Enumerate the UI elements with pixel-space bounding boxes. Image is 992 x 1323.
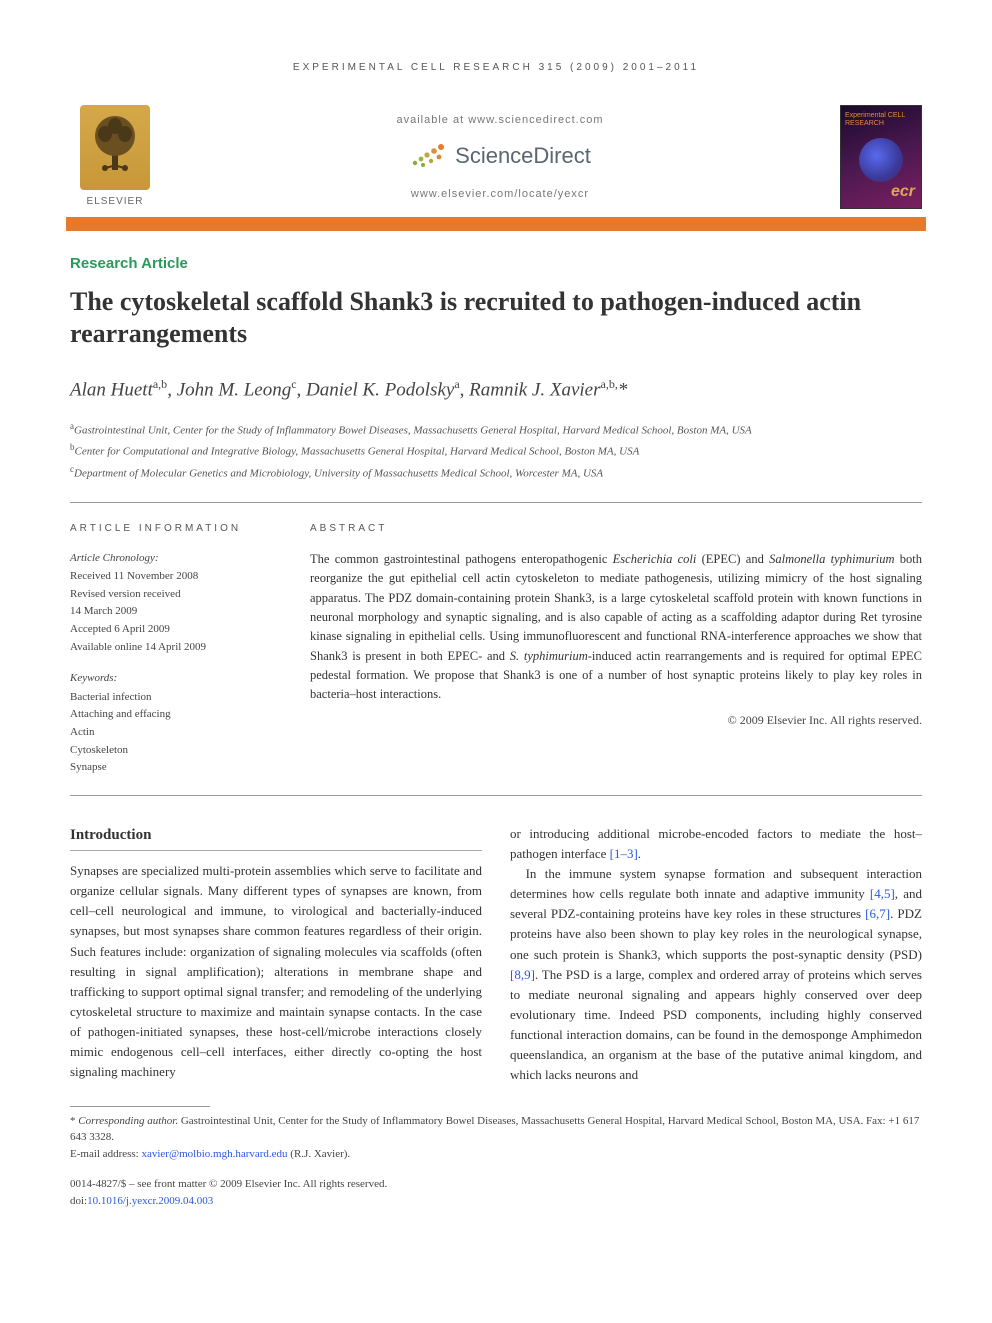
keyword-item: Synapse [70,759,280,777]
abstract-copyright: © 2009 Elsevier Inc. All rights reserved… [310,711,922,729]
ref-link[interactable]: [6,7] [865,906,890,921]
ref-link[interactable]: [1–3] [610,846,638,861]
abstract: ABSTRACT The common gastrointestinal pat… [310,521,922,777]
email-attribution: (R.J. Xavier). [288,1148,351,1160]
sciencedirect-text: ScienceDirect [455,139,591,172]
doi-line: doi:10.1016/j.yexcr.2009.04.003 [70,1193,922,1210]
available-at-text: available at www.sciencedirect.com [160,112,840,129]
keywords-label: Keywords: [70,670,280,687]
chronology-item: 14 March 2009 [70,603,280,621]
affiliations: aGastrointestinal Unit, Center for the S… [70,420,922,481]
corresponding-author-note: * Corresponding author. Gastrointestinal… [70,1113,922,1146]
keyword-item: Attaching and effacing [70,706,280,724]
section-heading-introduction: Introduction [70,824,482,851]
body-paragraph: In the immune system synapse formation a… [510,864,922,1086]
elsevier-tree-icon [80,105,150,190]
affiliation-line: aGastrointestinal Unit, Center for the S… [70,420,922,439]
chronology-label: Article Chronology: [70,550,280,567]
issn-line: 0014-4827/$ – see front matter © 2009 El… [70,1176,922,1193]
footnotes: * Corresponding author. Gastrointestinal… [70,1113,922,1163]
abstract-heading: ABSTRACT [310,521,922,536]
authors-line: Alan Huetta,b, John M. Leongc, Daniel K.… [70,375,922,405]
keyword-item: Cytoskeleton [70,742,280,760]
accent-bar [66,217,926,231]
body-paragraph: or introducing additional microbe-encode… [510,824,922,864]
cover-badge: ecr [891,180,915,204]
article-information: ARTICLE INFORMATION Article Chronology: … [70,521,280,777]
ref-link[interactable]: [4,5] [870,886,895,901]
bottom-info: 0014-4827/$ – see front matter © 2009 El… [70,1176,922,1209]
masthead: ELSEVIER available at www.sciencedirect.… [70,105,922,209]
chronology-item: Revised version received [70,586,280,604]
doi-label: doi: [70,1195,87,1207]
header-center: available at www.sciencedirect.com Scien… [160,112,840,202]
chronology-item: Available online 14 April 2009 [70,639,280,657]
running-header: EXPERIMENTAL CELL RESEARCH 315 (2009) 20… [70,60,922,75]
doi-link[interactable]: 10.1016/j.yexcr.2009.04.003 [87,1195,213,1207]
article-info-heading: ARTICLE INFORMATION [70,521,280,536]
body-col-left: Introduction Synapses are specialized mu… [70,824,482,1086]
journal-cover-thumbnail: Experimental CELL RESEARCH ecr [840,105,922,209]
email-line: E-mail address: xavier@molbio.mgh.harvar… [70,1146,922,1163]
sciencedirect-icon [409,141,449,169]
keywords-list: Bacterial infectionAttaching and effacin… [70,689,280,777]
keyword-item: Bacterial infection [70,689,280,707]
affiliation-line: cDepartment of Molecular Genetics and Mi… [70,463,922,482]
publisher-name: ELSEVIER [70,194,160,209]
keyword-item: Actin [70,724,280,742]
body-col-right: or introducing additional microbe-encode… [510,824,922,1086]
cover-graphic [859,138,903,182]
ref-link[interactable]: [8,9] [510,967,535,982]
cover-title: Experimental CELL RESEARCH [845,112,921,127]
email-link[interactable]: xavier@molbio.mgh.harvard.edu [141,1148,287,1160]
journal-url: www.elsevier.com/locate/yexcr [160,186,840,203]
publisher-logo: ELSEVIER [70,105,160,209]
chronology-item: Accepted 6 April 2009 [70,621,280,639]
body-columns: Introduction Synapses are specialized mu… [70,824,922,1086]
email-label: E-mail address: [70,1148,141,1160]
info-abstract-row: ARTICLE INFORMATION Article Chronology: … [70,502,922,796]
article-title: The cytoskeletal scaffold Shank3 is recr… [70,286,922,351]
article-type: Research Article [70,253,922,276]
chronology-list: Received 11 November 2008Revised version… [70,568,280,656]
body-paragraph: Synapses are specialized multi-protein a… [70,861,482,1083]
sciencedirect-logo: ScienceDirect [160,139,840,172]
chronology-item: Received 11 November 2008 [70,568,280,586]
footnote-separator [70,1106,210,1107]
abstract-text: The common gastrointestinal pathogens en… [310,550,922,705]
affiliation-line: bCenter for Computational and Integrativ… [70,441,922,460]
